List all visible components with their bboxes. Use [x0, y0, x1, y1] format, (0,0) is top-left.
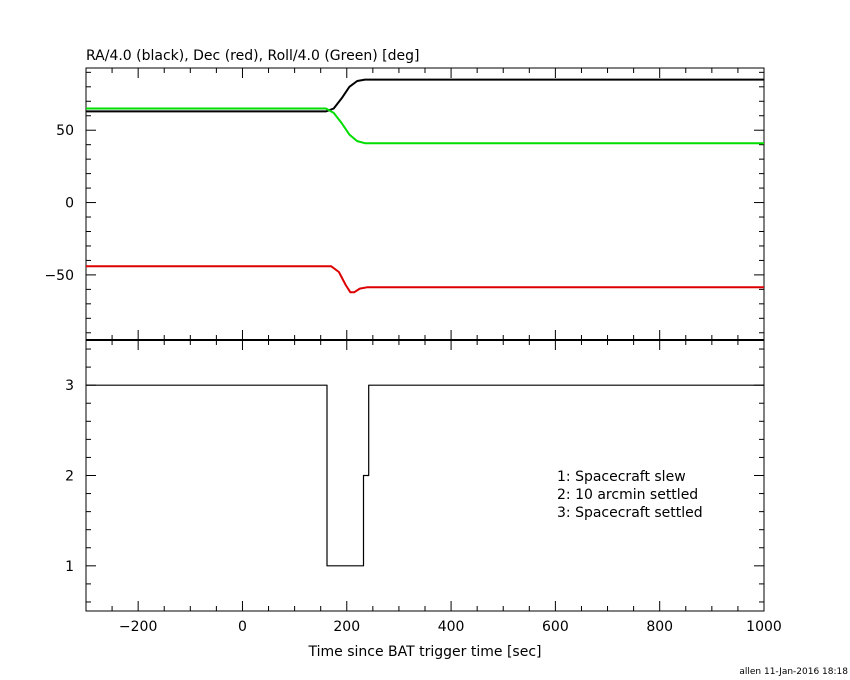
top-series-line-0	[86, 78, 764, 113]
y-tick-label: 50	[56, 123, 74, 139]
chart-title: RA/4.0 (black), Dec (red), Roll/4.0 (Gre…	[86, 48, 419, 64]
y-tick-label: 3	[65, 378, 74, 394]
top-series-line-1	[86, 265, 764, 294]
legend-entry: 1: Spacecraft slew	[557, 469, 686, 485]
y-tick-label: 1	[65, 559, 74, 575]
x-tick-label: 0	[238, 619, 247, 635]
y-tick-label: −50	[44, 268, 74, 284]
legend-entry: 3: Spacecraft settled	[557, 505, 703, 521]
x-axis-label: Time since BAT trigger time [sec]	[308, 644, 542, 660]
legend-entry: 2: 10 arcmin settled	[557, 487, 698, 503]
top-series-line-2	[86, 107, 764, 145]
y-tick-label: 0	[65, 196, 74, 212]
x-tick-label: 600	[542, 619, 569, 635]
y-tick-label: 2	[65, 469, 74, 485]
x-tick-label: −200	[119, 619, 157, 635]
x-tick-label: 1000	[746, 619, 782, 635]
x-tick-label: 400	[438, 619, 465, 635]
x-tick-label: 200	[333, 619, 360, 635]
top-panel: −50 0 50	[44, 67, 765, 341]
footer-stamp: allen 11-Jan-2016 18:18	[739, 667, 848, 677]
x-tick-label: 800	[646, 619, 673, 635]
bottom-panel: −200 0 200 400 600 800 1000 1 2 3 1: Spacecraft sl…	[65, 339, 782, 635]
bottom-series-line-0	[86, 384, 764, 567]
